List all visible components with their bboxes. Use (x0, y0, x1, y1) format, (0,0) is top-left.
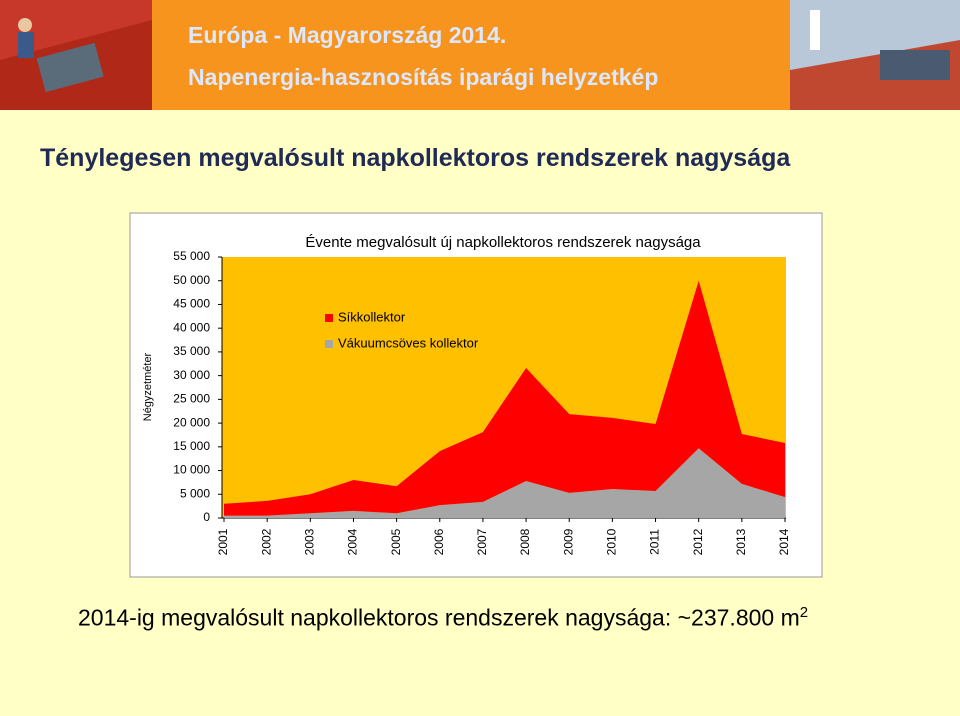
y-tick-label: 15 000 (173, 439, 210, 453)
photo-left (0, 0, 152, 110)
x-tick-label: 2002 (259, 528, 273, 555)
y-tick-label: 0 (203, 510, 210, 524)
x-tick-label: 2007 (475, 528, 489, 555)
header-title: Európa - Magyarország 2014. (188, 22, 507, 48)
x-tick-label: 2009 (561, 528, 575, 555)
x-tick-label: 2012 (691, 528, 705, 555)
x-tick-label: 2006 (432, 528, 446, 555)
footer-text: 2014-ig megvalósult napkollektoros rends… (78, 604, 808, 632)
legend-label: Vákuumcsöves kollektor (338, 335, 479, 350)
footer-main: 2014-ig megvalósult napkollektoros rends… (78, 604, 800, 631)
chart-title: Évente megvalósult új napkollektoros ren… (305, 234, 701, 251)
y-tick-label: 50 000 (173, 273, 210, 287)
header-subtitle: Napenergia-hasznosítás iparági helyzetké… (188, 64, 659, 90)
legend-label: Síkkollektor (338, 309, 406, 324)
footer-sup: 2 (799, 604, 809, 621)
x-tick-label: 2010 (605, 528, 619, 555)
y-tick-label: 30 000 (173, 368, 210, 382)
x-tick-label: 2014 (777, 528, 791, 555)
x-tick-label: 2011 (648, 529, 662, 555)
y-tick-label: 5 000 (180, 486, 210, 500)
y-tick-label: 10 000 (173, 463, 210, 477)
x-tick-label: 2001 (216, 528, 230, 555)
y-tick-label: 20 000 (173, 415, 210, 429)
y-tick-label: 25 000 (173, 392, 210, 406)
y-tick-label: 40 000 (173, 320, 210, 334)
area (224, 448, 785, 518)
x-tick-label: 2004 (346, 528, 360, 555)
x-tick-label: 2008 (518, 528, 532, 555)
y-tick-label: 45 000 (173, 297, 210, 311)
x-tick-label: 2003 (302, 528, 316, 555)
photo-right (790, 0, 960, 110)
y-axis-label: Négyzetméter (142, 352, 154, 421)
legend-swatch (325, 314, 333, 322)
slide-heading: Ténylegesen megvalósult napkollektoros r… (40, 144, 791, 172)
x-tick-label: 2013 (734, 528, 748, 555)
legend-swatch (325, 340, 333, 348)
x-tick-label: 2005 (389, 528, 403, 555)
y-tick-label: 35 000 (173, 344, 210, 358)
y-tick-label: 55 000 (173, 249, 210, 263)
area (224, 280, 785, 516)
